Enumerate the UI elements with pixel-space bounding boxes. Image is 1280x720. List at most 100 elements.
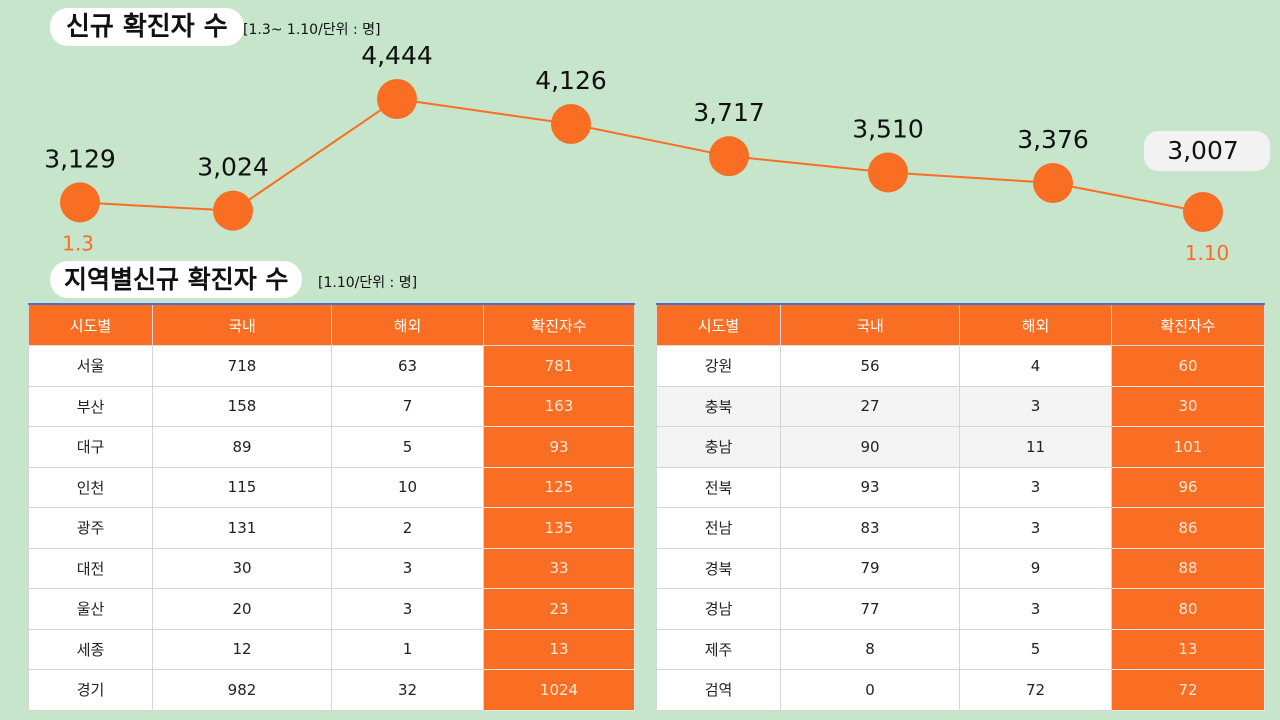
table-row: 경북 79 9 88 [656,547,1265,589]
data-point [868,152,908,193]
table-section-title: 지역별신규 확진자 수 [50,261,303,298]
cell-region: 대전 [28,547,153,589]
cell-total: 96 [1111,466,1265,508]
cell-region: 경남 [656,588,781,630]
cell-region: 세종 [28,628,153,670]
cell-overseas: 10 [331,466,484,508]
cell-region: 경북 [656,547,781,589]
cell-overseas: 9 [959,547,1112,589]
cell-overseas: 72 [959,669,1112,711]
cell-domestic: 718 [152,345,332,387]
col-header-total: 확진자수 [1111,303,1265,346]
cell-total: 60 [1111,345,1265,387]
cell-total: 23 [483,588,635,630]
cell-total: 33 [483,547,635,589]
cell-domestic: 56 [780,345,960,387]
col-header-overseas: 해외 [331,303,484,346]
chart-unit-note: [1.3~ 1.10/단위 : 명] [243,22,381,38]
cell-domestic: 20 [152,588,332,630]
cell-region: 검역 [656,669,781,711]
cell-total: 13 [1111,628,1265,670]
data-point [60,182,100,223]
cell-overseas: 1 [331,628,484,670]
col-header-region: 시도별 [28,303,153,346]
data-point [213,190,253,231]
cell-domestic: 131 [152,507,332,549]
table-row: 전북 93 3 96 [656,466,1265,508]
cell-total: 86 [1111,507,1265,549]
cell-overseas: 3 [331,547,484,589]
cell-region: 부산 [28,385,153,427]
cell-region: 경기 [28,669,153,711]
data-label: 3,024 [197,153,269,182]
table-row: 제주 8 5 13 [656,628,1265,670]
table-row: 서울 718 63 781 [28,345,635,387]
data-point [1183,192,1223,232]
cell-region: 전남 [656,507,781,549]
data-point [551,104,591,145]
data-label: 3,007 [1167,136,1239,165]
cell-domestic: 89 [152,426,332,468]
cell-domestic: 115 [152,466,332,508]
table-row: 대전 30 3 33 [28,547,635,589]
cell-region: 전북 [656,466,781,508]
cell-overseas: 32 [331,669,484,711]
cell-overseas: 7 [331,385,484,427]
cell-total: 101 [1111,426,1265,468]
table-row: 경남 77 3 80 [656,588,1265,630]
cell-overseas: 3 [959,588,1112,630]
cell-total: 93 [483,426,635,468]
series-line [79,97,1204,213]
cell-domestic: 90 [780,426,960,468]
table-row: 검역 0 72 72 [656,669,1265,711]
data-label: 3,129 [44,144,116,173]
cell-domestic: 12 [152,628,332,670]
data-label: 3,510 [852,114,924,143]
cell-region: 강원 [656,345,781,387]
table-row: 전남 83 3 86 [656,507,1265,549]
cell-region: 광주 [28,507,153,549]
table-row: 부산 158 7 163 [28,385,635,427]
chart-title: 신규 확진자 수 [50,8,244,46]
cell-overseas: 5 [331,426,484,468]
cell-domestic: 93 [780,466,960,508]
cell-overseas: 5 [959,628,1112,670]
x-tick-label: 1.10 [1185,241,1230,262]
data-point [377,79,417,119]
data-label: 4,126 [535,66,607,95]
cell-overseas: 63 [331,345,484,387]
cell-total: 1024 [483,669,635,711]
data-point [1033,162,1073,203]
cell-total: 781 [483,345,635,387]
cell-region: 서울 [28,345,153,387]
data-point [709,136,749,177]
region-table-right: 시도별 국내 해외 확진자수 강원 56 4 60 충북 27 3 30 충남 90 11 101 전북… [656,303,1265,711]
table-row: 경기 982 32 1024 [28,669,635,711]
col-header-domestic: 국내 [780,303,960,346]
cell-overseas: 3 [959,507,1112,549]
data-label: 3,717 [693,98,765,127]
cell-domestic: 77 [780,588,960,630]
cell-region: 충북 [656,385,781,427]
data-label: 3,376 [1017,125,1089,154]
cell-overseas: 3 [959,466,1112,508]
cell-overseas: 4 [959,345,1112,387]
col-header-overseas: 해외 [959,303,1112,346]
last-value-highlight [1144,131,1270,171]
table-row: 충남 90 11 101 [656,426,1265,468]
line-chart: 3,129 1.3 3,024 4,444 4,126 3,717 3,510 3,376 3,… [44,41,1270,262]
region-table-left: 시도별 국내 해외 확진자수 서울 718 63 781 부산 158 7 163 대구 89 5 9… [28,303,635,711]
table-row: 충북 27 3 30 [656,385,1265,427]
cell-region: 대구 [28,426,153,468]
cell-domestic: 83 [780,507,960,549]
cell-total: 88 [1111,547,1265,589]
cell-region: 충남 [656,426,781,468]
table-row: 강원 56 4 60 [656,345,1265,387]
cell-domestic: 30 [152,547,332,589]
cell-overseas: 11 [959,426,1112,468]
table-row: 광주 131 2 135 [28,507,635,549]
table-row: 대구 89 5 93 [28,426,635,468]
cell-total: 125 [483,466,635,508]
table-row: 인천 115 10 125 [28,466,635,508]
cell-domestic: 0 [780,669,960,711]
